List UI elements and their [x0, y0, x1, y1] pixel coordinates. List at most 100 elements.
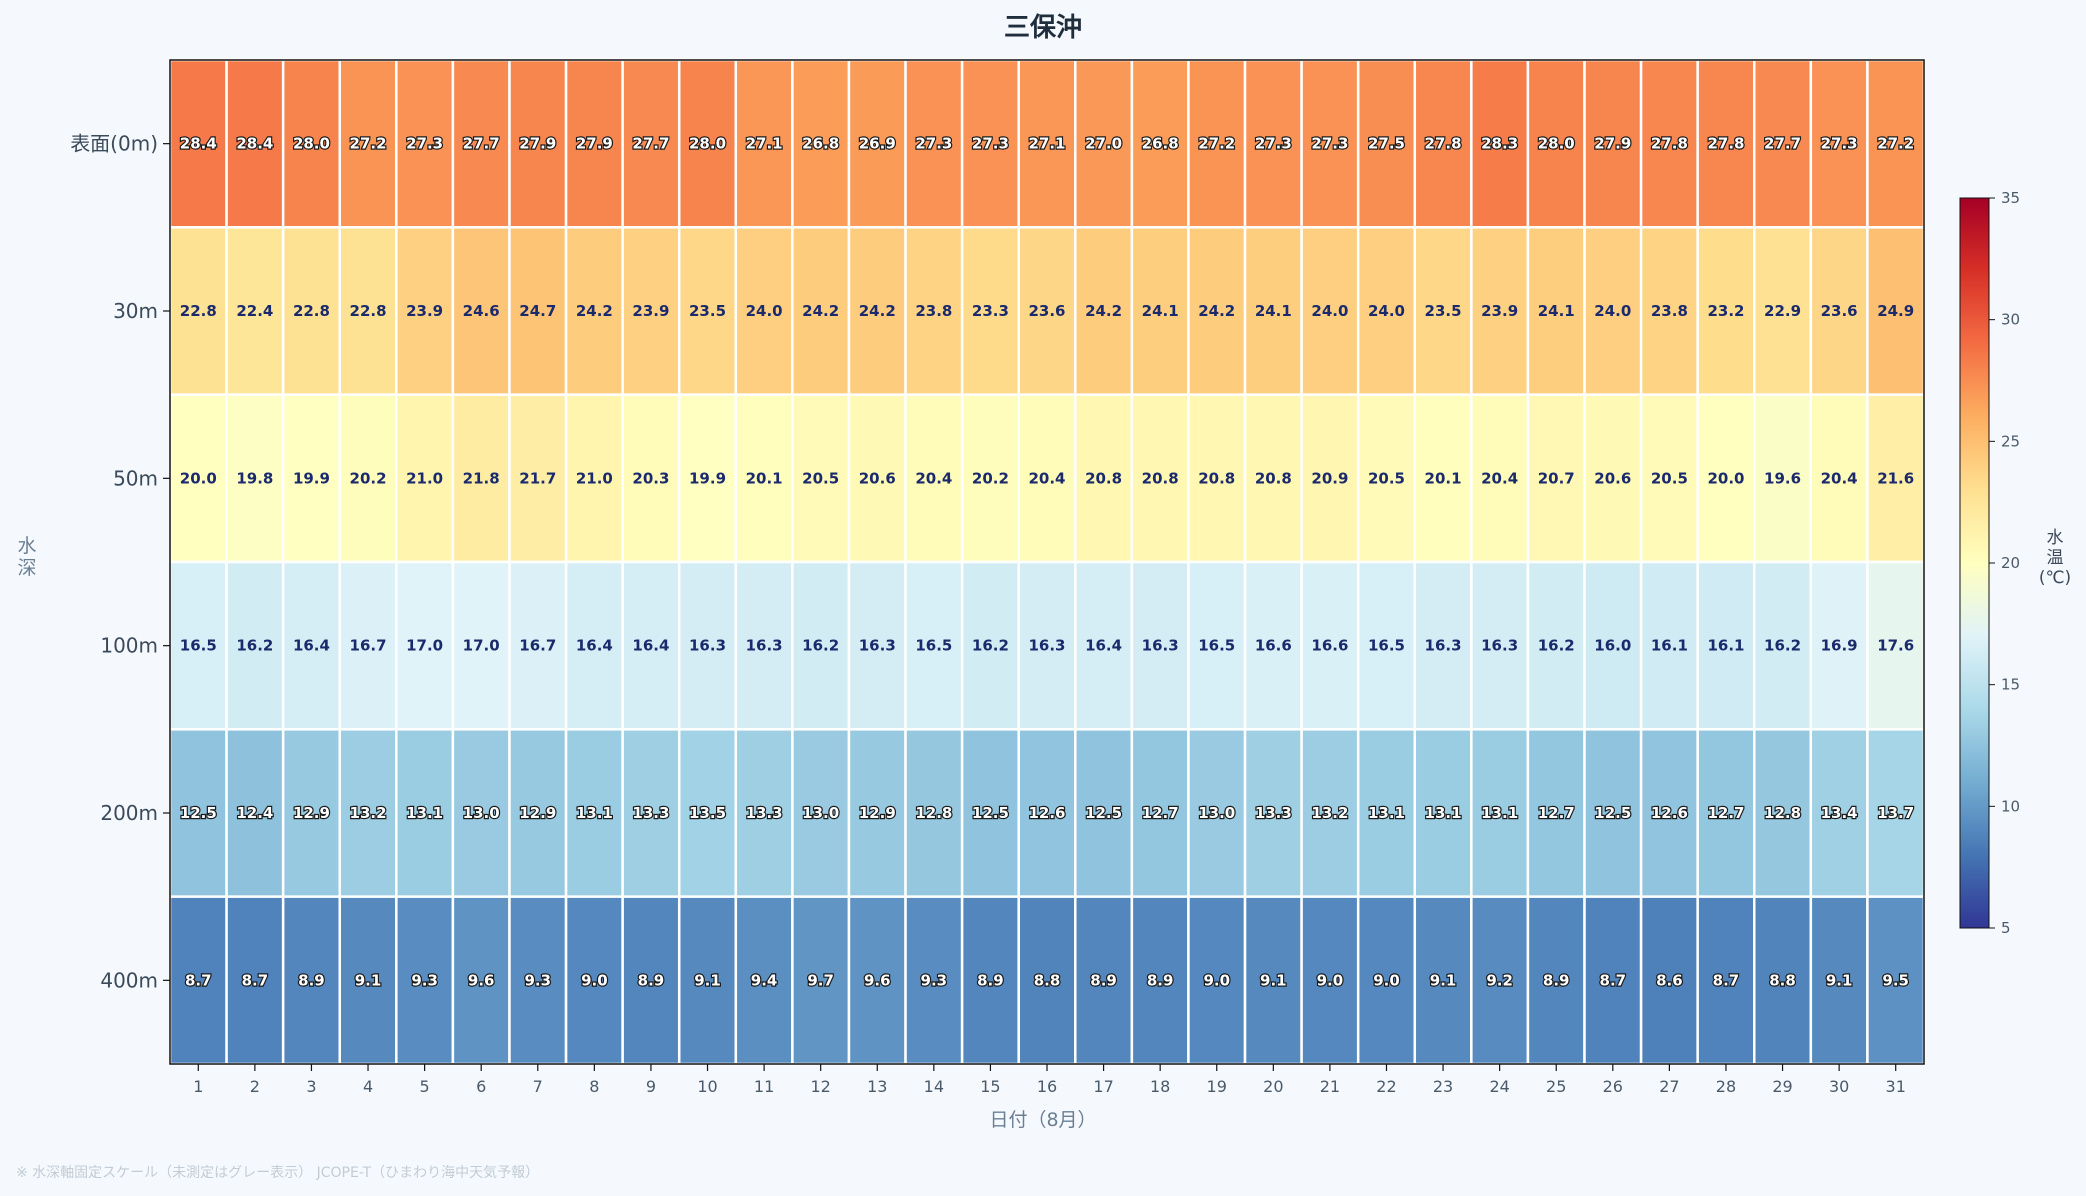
cell-value-label: 20.1 [746, 469, 783, 487]
heatmap-cell [734, 560, 794, 731]
x-tick-label: 6 [476, 1077, 486, 1096]
heatmap-cell [904, 393, 964, 564]
cell-value-label: 27.0 [1085, 135, 1122, 153]
cell-value-label: 27.2 [1877, 135, 1914, 153]
cell-value-label: 9.4 [751, 971, 778, 989]
heatmap-cell [1470, 728, 1530, 898]
cell-value-label: 19.9 [293, 469, 330, 487]
cell-value-label: 16.1 [1707, 637, 1744, 655]
cell-value-label: 13.0 [802, 804, 839, 822]
cell-value-label: 16.4 [632, 637, 669, 655]
heatmap-cell [338, 728, 398, 898]
cell-value-label: 12.8 [1764, 804, 1801, 822]
heatmap-cell [564, 58, 624, 229]
cell-value-label: 16.6 [1311, 637, 1348, 655]
heatmap-cell [1130, 226, 1190, 396]
heatmap-cell [1470, 226, 1530, 396]
cell-value-label: 8.9 [1090, 971, 1117, 989]
cell-value-label: 20.2 [350, 469, 387, 487]
heatmap-cells [168, 58, 1926, 1066]
cell-value-label: 16.0 [1594, 637, 1631, 655]
cell-value-label: 27.7 [1764, 135, 1801, 153]
heatmap-cell [847, 895, 907, 1066]
cell-value-label: 16.3 [1028, 637, 1065, 655]
heatmap-cell [1074, 226, 1134, 396]
cell-value-label: 9.3 [921, 971, 948, 989]
heatmap-cell [451, 560, 511, 731]
cell-value-label: 17.6 [1877, 637, 1914, 655]
cell-value-label: 23.3 [972, 302, 1009, 320]
cell-value-label: 27.3 [1255, 135, 1292, 153]
x-tick-label: 20 [1263, 1077, 1283, 1096]
cell-value-label: 27.2 [350, 135, 387, 153]
cell-value-label: 20.8 [1255, 469, 1292, 487]
heatmap-cell [1753, 58, 1813, 229]
colorbar-tick-label: 20 [2001, 554, 2020, 572]
x-axis-title: 日付（8月） [989, 1109, 1096, 1131]
cell-value-label: 16.6 [1255, 637, 1292, 655]
x-tick-label: 22 [1376, 1077, 1396, 1096]
heatmap-cell [168, 895, 228, 1066]
x-tick-label: 15 [980, 1077, 1000, 1096]
cell-value-label: 9.0 [1317, 971, 1344, 989]
heatmap-cell [960, 728, 1020, 898]
x-tick-label: 31 [1886, 1077, 1906, 1096]
cell-value-label: 24.0 [746, 302, 783, 320]
x-tick-label: 29 [1772, 1077, 1792, 1096]
cell-value-label: 8.9 [298, 971, 325, 989]
cell-value-label: 12.5 [180, 804, 217, 822]
x-tick-label: 17 [1093, 1077, 1113, 1096]
cell-value-label: 8.7 [242, 971, 269, 989]
heatmap-cell [1130, 895, 1190, 1066]
cell-value-label: 22.8 [350, 302, 387, 320]
x-tick-label: 26 [1603, 1077, 1623, 1096]
cell-value-label: 13.1 [1481, 804, 1518, 822]
heatmap-cell [1583, 728, 1643, 898]
heatmap-cell [225, 728, 285, 898]
colorbar-tick-label: 5 [2001, 919, 2011, 937]
cell-value-label: 8.8 [1034, 971, 1061, 989]
cell-value-label: 27.3 [972, 135, 1009, 153]
cell-value-label: 23.8 [915, 302, 952, 320]
cell-value-label: 9.7 [807, 971, 834, 989]
cell-value-label: 9.0 [1203, 971, 1230, 989]
cell-value-label: 26.8 [1142, 135, 1179, 153]
cell-value-label: 16.9 [1821, 637, 1858, 655]
cell-value-label: 12.9 [293, 804, 330, 822]
cell-value-label: 13.3 [1255, 804, 1292, 822]
cell-value-label: 16.4 [293, 637, 330, 655]
heatmap-cell [508, 895, 568, 1066]
cell-value-label: 27.1 [746, 135, 783, 153]
x-tick-label: 16 [1037, 1077, 1057, 1096]
cell-value-label: 16.2 [1538, 637, 1575, 655]
heatmap-cell [395, 728, 455, 898]
heatmap-cell [1187, 226, 1247, 396]
cell-value-label: 12.8 [915, 804, 952, 822]
heatmap-cell [281, 728, 341, 898]
cell-value-label: 8.7 [185, 971, 212, 989]
cell-value-label: 21.6 [1877, 469, 1914, 487]
cell-value-label: 20.8 [1142, 469, 1179, 487]
y-tick-label: 表面(0m) [70, 132, 158, 156]
cell-value-label: 28.4 [236, 135, 273, 153]
heatmap-cell [1753, 560, 1813, 731]
cell-value-label: 20.3 [632, 469, 669, 487]
cell-value-label: 20.6 [859, 469, 896, 487]
heatmap-cell [1413, 560, 1473, 731]
cell-value-label: 8.8 [1769, 971, 1796, 989]
cell-value-label: 13.3 [632, 804, 669, 822]
cell-value-label: 9.1 [355, 971, 382, 989]
cell-value-label: 16.5 [180, 637, 217, 655]
y-tick-label: 30m [113, 299, 158, 323]
cell-value-label: 27.3 [1821, 135, 1858, 153]
cell-value-label: 13.1 [1368, 804, 1405, 822]
cell-value-label: 21.7 [519, 469, 556, 487]
cell-value-label: 19.6 [1764, 469, 1801, 487]
cell-value-label: 17.0 [463, 637, 500, 655]
x-tick-label: 11 [754, 1077, 774, 1096]
cell-value-label: 27.1 [1028, 135, 1065, 153]
cell-value-label: 12.7 [1142, 804, 1179, 822]
x-axis-ticks: 1 2 3 4 5 6 7 8 9 10 11 12 13 14 15 16 17 18 19 20 21 22 23 24 2… [193, 1064, 1906, 1096]
x-tick-label: 13 [867, 1077, 887, 1096]
